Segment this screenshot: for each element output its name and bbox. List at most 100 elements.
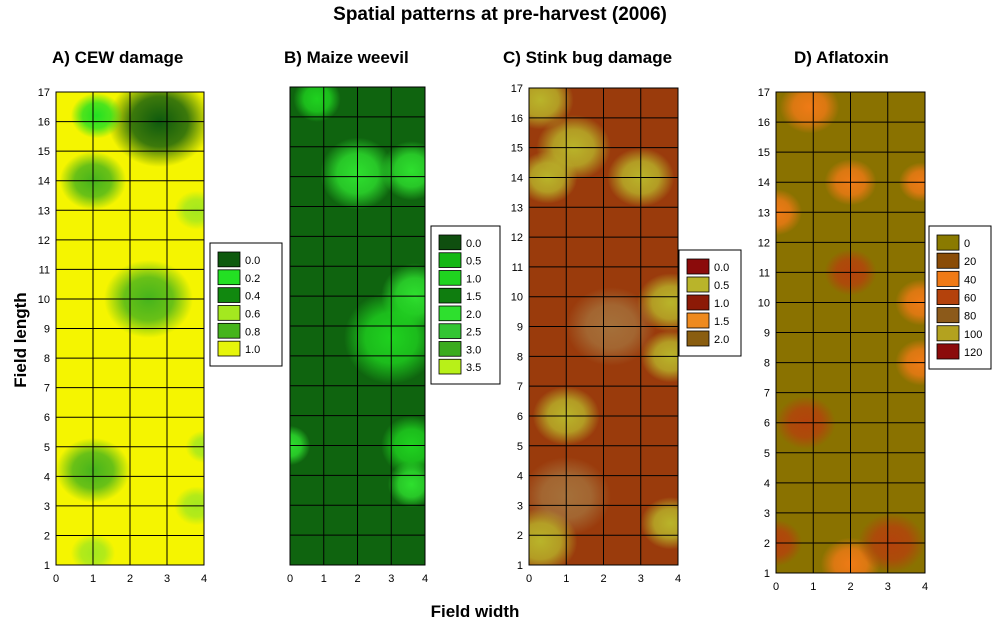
plot-border	[289, 86, 426, 566]
legend-label: 1.0	[466, 273, 481, 285]
y-tick-label: 11	[759, 267, 770, 279]
legend-swatch	[438, 305, 462, 322]
legend-label: 2.0	[466, 309, 481, 321]
y-tick-label: 13	[758, 207, 770, 219]
y-tick-label: 8	[44, 353, 50, 365]
panel-c-title: C) Stink bug damage	[503, 48, 673, 67]
y-tick-label: 11	[39, 264, 50, 276]
y-tick-label: 1	[764, 568, 770, 580]
x-tick-label: 3	[164, 573, 170, 585]
legend-swatch	[936, 325, 960, 342]
x-tick-label: 3	[885, 581, 891, 593]
x-tick-label: 0	[526, 573, 532, 585]
legend-label: 60	[964, 293, 976, 305]
y-tick-label: 6	[517, 411, 523, 423]
legend-swatch	[936, 270, 960, 287]
contour-spot	[107, 92, 204, 168]
contour-spot	[779, 92, 840, 134]
x-tick-label: 1	[321, 573, 327, 585]
x-tick-label: 0	[53, 573, 59, 585]
legend-label: 0.5	[466, 256, 481, 268]
legend-label: 120	[964, 347, 982, 359]
legend-swatch	[686, 312, 710, 329]
panel-d: 0 1 2 3 412345678910111213141516170204060801…	[758, 87, 992, 593]
x-tick-label: 1	[810, 581, 816, 593]
legend-label: 0.0	[466, 238, 481, 250]
legend-swatch	[217, 305, 241, 321]
legend-swatch	[936, 234, 960, 251]
x-axis-label: Field width	[430, 602, 520, 621]
legend-swatch	[438, 234, 462, 251]
legend-swatch	[686, 330, 710, 347]
legend: 0.0 0.5 1.0 1.5 2.0 2.5 3.0 3.5	[430, 225, 501, 385]
y-tick-label: 16	[511, 113, 523, 125]
legend-swatch	[438, 341, 462, 357]
legend-label: 3.0	[466, 344, 481, 356]
panel-b: 0 1 2 3 4 0.0 0.5 1.0 1.5 2.0 2.5 3.0 3.5	[287, 86, 501, 585]
y-tick-label: 11	[512, 262, 523, 274]
legend-label: 0.0	[714, 262, 729, 274]
x-tick-label: 0	[287, 573, 293, 585]
y-tick-label: 17	[38, 87, 50, 99]
legend-box	[430, 225, 501, 385]
y-tick-label: 15	[758, 147, 770, 159]
y-tick-label: 9	[517, 322, 523, 334]
y-tick-label: 5	[517, 441, 523, 453]
legend-label: 0.5	[714, 280, 729, 292]
y-tick-label: 10	[758, 297, 770, 309]
y-tick-label: 7	[44, 383, 50, 395]
y-tick-label: 3	[44, 501, 50, 513]
y-tick-label: 12	[38, 235, 50, 247]
y-tick-label: 4	[764, 478, 770, 490]
y-tick-label: 4	[44, 471, 50, 483]
y-tick-label: 12	[758, 237, 770, 249]
contour-spot	[70, 92, 123, 139]
y-tick-label: 5	[44, 442, 50, 454]
contour-spot	[640, 497, 678, 550]
y-tick-label: 5	[764, 448, 770, 460]
legend-label: 0.8	[245, 326, 260, 338]
plot-border	[55, 91, 205, 566]
y-tick-label: 2	[44, 530, 50, 542]
y-tick-label: 14	[38, 176, 50, 188]
legend-swatch	[438, 287, 462, 304]
y-tick-label: 1	[517, 560, 523, 572]
plot-border	[775, 91, 926, 574]
legend-swatch	[936, 343, 960, 360]
y-tick-label: 2	[517, 530, 523, 542]
panel-a-title: A) CEW damage	[52, 48, 184, 67]
y-tick-label: 9	[764, 328, 770, 340]
contour-spot	[293, 87, 341, 122]
legend-label: 0	[964, 238, 970, 250]
y-tick-label: 8	[764, 358, 770, 370]
y-tick-label: 2	[764, 538, 770, 550]
y-tick-label: 15	[38, 146, 50, 158]
x-tick-label: 4	[422, 573, 428, 585]
legend-swatch	[438, 252, 462, 268]
y-tick-label: 4	[517, 471, 523, 483]
x-tick-label: 3	[388, 573, 394, 585]
y-tick-label: 3	[517, 500, 523, 512]
y-tick-label: 17	[511, 83, 523, 95]
y-tick-label: 10	[38, 294, 50, 306]
y-tick-label: 16	[38, 117, 50, 129]
legend-swatch	[686, 294, 710, 311]
y-tick-label: 17	[758, 87, 770, 99]
legend-swatch	[217, 322, 241, 339]
legend-label: 1.5	[714, 316, 729, 328]
legend: 0 20 40 60 80 100 120	[928, 225, 992, 370]
y-tick-label: 16	[758, 117, 770, 129]
legend-label: 0.0	[245, 255, 260, 267]
legend-label: 1.0	[714, 298, 729, 310]
y-tick-label: 3	[764, 508, 770, 520]
contour-spot	[387, 461, 425, 508]
y-tick-label: 12	[511, 232, 523, 244]
legend-swatch	[217, 269, 241, 286]
y-tick-label: 7	[764, 388, 770, 400]
legend-swatch	[217, 340, 241, 357]
legend-label: 3.5	[466, 362, 481, 374]
plot-border	[528, 87, 679, 566]
legend-label: 0.6	[245, 308, 260, 320]
legend-label: 0.2	[245, 273, 260, 285]
legend-label: 2.0	[714, 334, 729, 346]
